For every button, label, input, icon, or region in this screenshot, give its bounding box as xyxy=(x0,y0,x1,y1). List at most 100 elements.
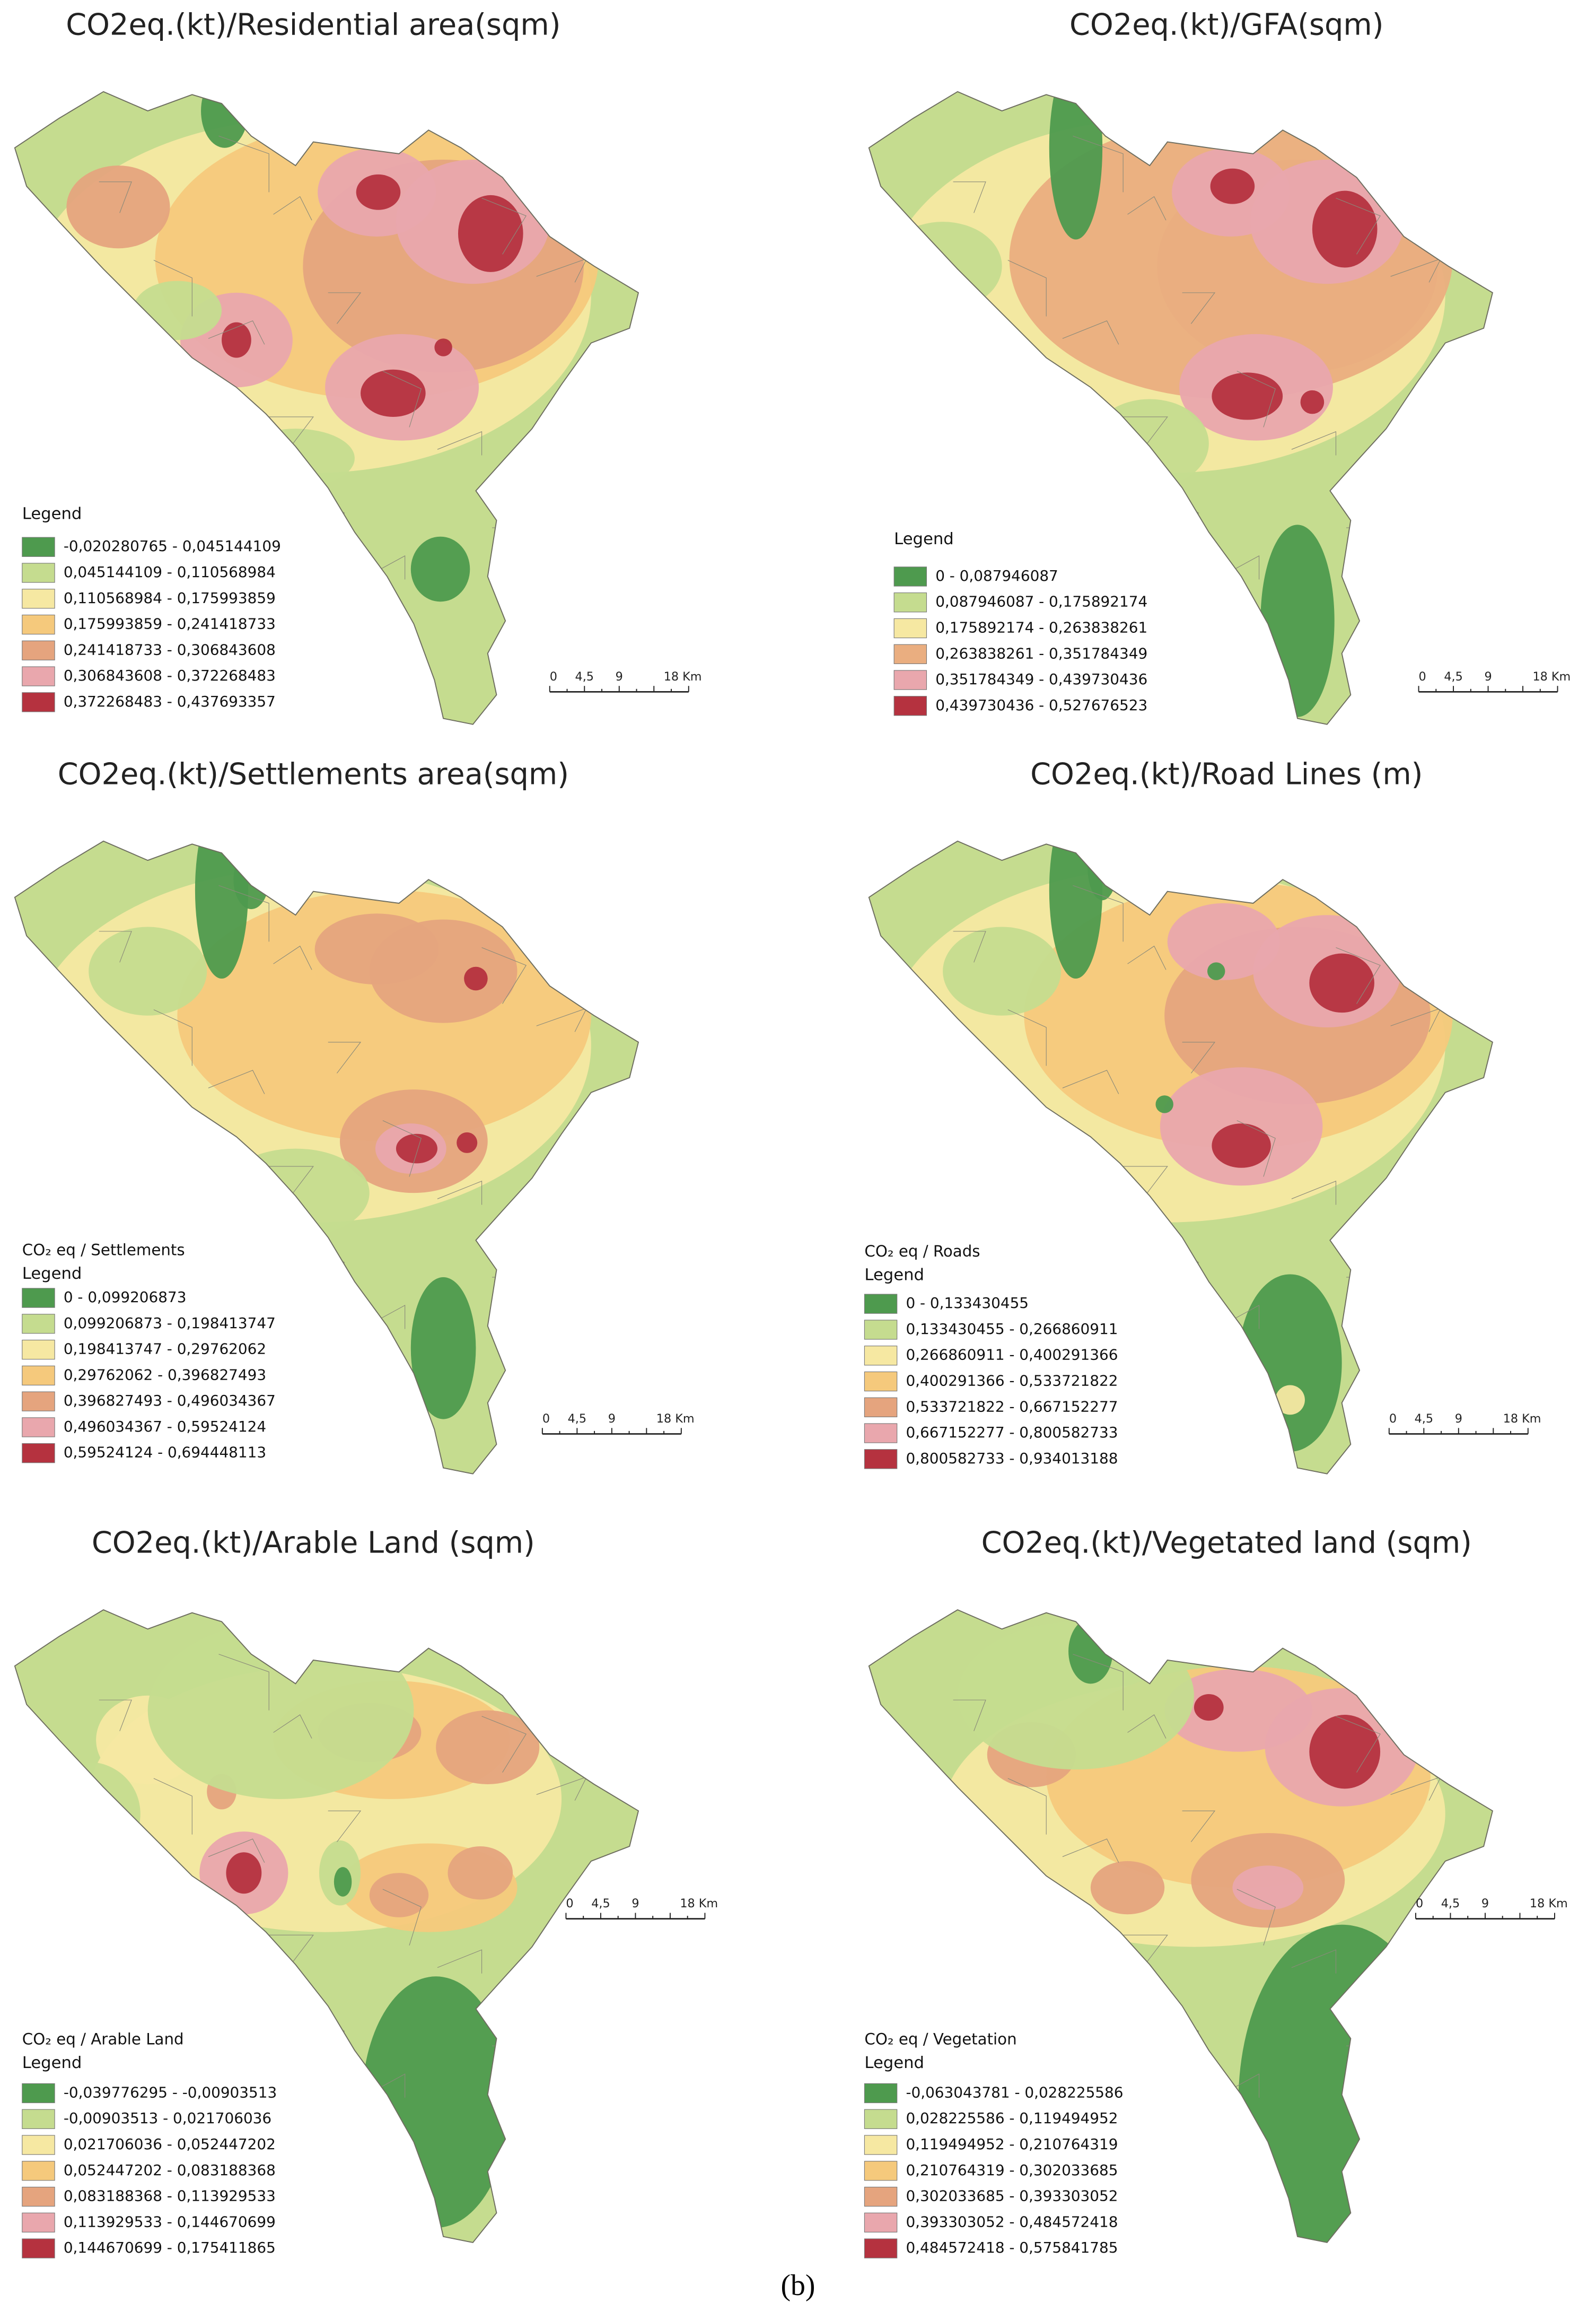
scale-label: 0 xyxy=(1389,1412,1397,1426)
boundary xyxy=(492,2045,555,2078)
legend-swatch xyxy=(22,589,55,609)
legend-label: 0,667152277 - 0,800582733 xyxy=(906,1424,1118,1441)
map-zone xyxy=(436,1710,540,1784)
map-zone xyxy=(410,1277,476,1419)
legend-swatch xyxy=(22,2109,55,2129)
map xyxy=(869,841,1493,1474)
boundary xyxy=(99,1699,132,1731)
scale-label: 0 xyxy=(542,1412,550,1426)
boundary xyxy=(601,1652,635,1677)
legend-label: 0,306843608 - 0,372268483 xyxy=(64,667,276,684)
boundary xyxy=(1226,2073,1260,2098)
panel-title: CO2eq.(kt)/Residential area(sqm) xyxy=(66,7,560,42)
map-zone xyxy=(943,927,1062,1016)
legend-label: 0 - 0,087946087 xyxy=(935,567,1058,584)
boundary xyxy=(1455,134,1489,159)
boundary xyxy=(328,1810,362,1843)
panel-title: CO2eq.(kt)/Arable Land (sqm) xyxy=(92,1526,535,1560)
legend-swatch xyxy=(22,614,55,635)
legend-title: Legend xyxy=(22,504,82,523)
legend-label: 0,266860911 - 0,400291366 xyxy=(906,1346,1118,1364)
boundary xyxy=(99,931,132,963)
boundary xyxy=(273,1714,312,1739)
legend-label: 0,302033685 - 0,393303052 xyxy=(906,2187,1118,2205)
legend-label: 0,59524124 - 0,694448113 xyxy=(64,1444,266,1461)
legend-swatch xyxy=(864,1423,898,1443)
boundary xyxy=(908,1182,954,1239)
boundary xyxy=(437,1949,483,1974)
boundary xyxy=(1237,371,1276,427)
boundary xyxy=(953,181,986,213)
scale-label: 4,5 xyxy=(575,670,594,684)
legend-swatch xyxy=(893,644,927,664)
scale-label: 18 Km xyxy=(1530,1897,1568,1910)
boundary xyxy=(898,1610,926,1628)
boundary xyxy=(437,1181,483,1205)
boundary xyxy=(1007,1009,1047,1066)
scale-label: 4,5 xyxy=(1444,670,1462,684)
scale-label: 4,5 xyxy=(1441,1897,1460,1910)
legend-label: 0,028225586 - 0,119494952 xyxy=(906,2109,1118,2127)
map-zone xyxy=(1210,168,1255,204)
boundary xyxy=(1336,947,1381,1004)
legend-label: 0,087946087 - 0,175892174 xyxy=(935,593,1147,610)
legend-label: -0,020280765 - 0,045144109 xyxy=(64,537,281,555)
legend-label: 0,119494952 - 0,210764319 xyxy=(906,2135,1118,2153)
boundary xyxy=(1117,1166,1168,1198)
map-outline xyxy=(868,1609,1494,2244)
legend-label: 0,133430455 - 0,266860911 xyxy=(906,1320,1118,1338)
legend-swatch xyxy=(22,2186,55,2207)
scale-label: 18 Km xyxy=(656,1412,695,1426)
map-outline xyxy=(868,91,1494,725)
map-panel: CO2eq.(kt)/Road Lines (m) CO₂ eq / Roads L… xyxy=(864,757,1541,1475)
boundary xyxy=(1073,1654,1124,1711)
legend-label: 0,800582733 - 0,934013188 xyxy=(906,1450,1118,1467)
boundary xyxy=(153,1009,192,1066)
map-zone xyxy=(133,281,222,341)
legend-swatch xyxy=(864,2238,898,2258)
map-zone xyxy=(1309,1715,1381,1789)
scale-label: 9 xyxy=(1481,1897,1489,1910)
legend-label: 0,393303052 - 0,484572418 xyxy=(906,2213,1118,2230)
map-outline xyxy=(868,840,1494,1475)
map-zone xyxy=(147,1621,414,1799)
legend-swatch xyxy=(893,670,927,690)
map-zone xyxy=(362,1976,510,2228)
boundary xyxy=(99,181,132,213)
boundary xyxy=(263,1934,314,1967)
boundary xyxy=(546,606,574,662)
map-zone xyxy=(1238,1924,1445,2243)
scale-label: 9 xyxy=(1484,670,1492,684)
legend-label: 0,372268483 - 0,437693357 xyxy=(64,693,276,710)
legend-label: 0,484572418 - 0,575841785 xyxy=(906,2239,1118,2256)
legend-swatch xyxy=(22,1443,55,1463)
map-zone xyxy=(883,222,1002,311)
legend-swatch xyxy=(22,2161,55,2181)
legend-subtitle: CO₂ eq / Roads xyxy=(864,1242,980,1260)
scale-label: 4,5 xyxy=(591,1897,610,1910)
map-zone xyxy=(1207,962,1225,980)
boundary xyxy=(1291,1949,1337,1974)
boundary xyxy=(1445,1104,1472,1136)
boundary xyxy=(601,883,635,908)
boundary xyxy=(1062,320,1119,345)
legend-label: 0,210764319 - 0,302033685 xyxy=(906,2161,1118,2179)
boundary xyxy=(1237,1120,1276,1177)
scale-label: 18 Km xyxy=(1533,670,1571,684)
boundary xyxy=(1400,1355,1428,1412)
map-zone xyxy=(143,1927,167,1951)
legend-swatch xyxy=(22,563,55,583)
legend-swatch xyxy=(22,1365,55,1386)
boundary xyxy=(1062,1070,1119,1094)
boundary xyxy=(382,1889,422,1945)
boundary xyxy=(372,2073,406,2098)
legend-label: 0,400291366 - 0,533721822 xyxy=(906,1372,1118,1390)
boundary xyxy=(44,1610,72,1628)
legend-label: 0 - 0,133430455 xyxy=(906,1294,1029,1312)
legend-title: Legend xyxy=(22,1264,82,1283)
map-zone xyxy=(361,369,426,417)
legend-label: -0,00903513 - 0,021706036 xyxy=(64,2109,271,2127)
legend-label: 0,175993859 - 0,241418733 xyxy=(64,615,276,633)
legend-swatch xyxy=(864,1320,898,1340)
